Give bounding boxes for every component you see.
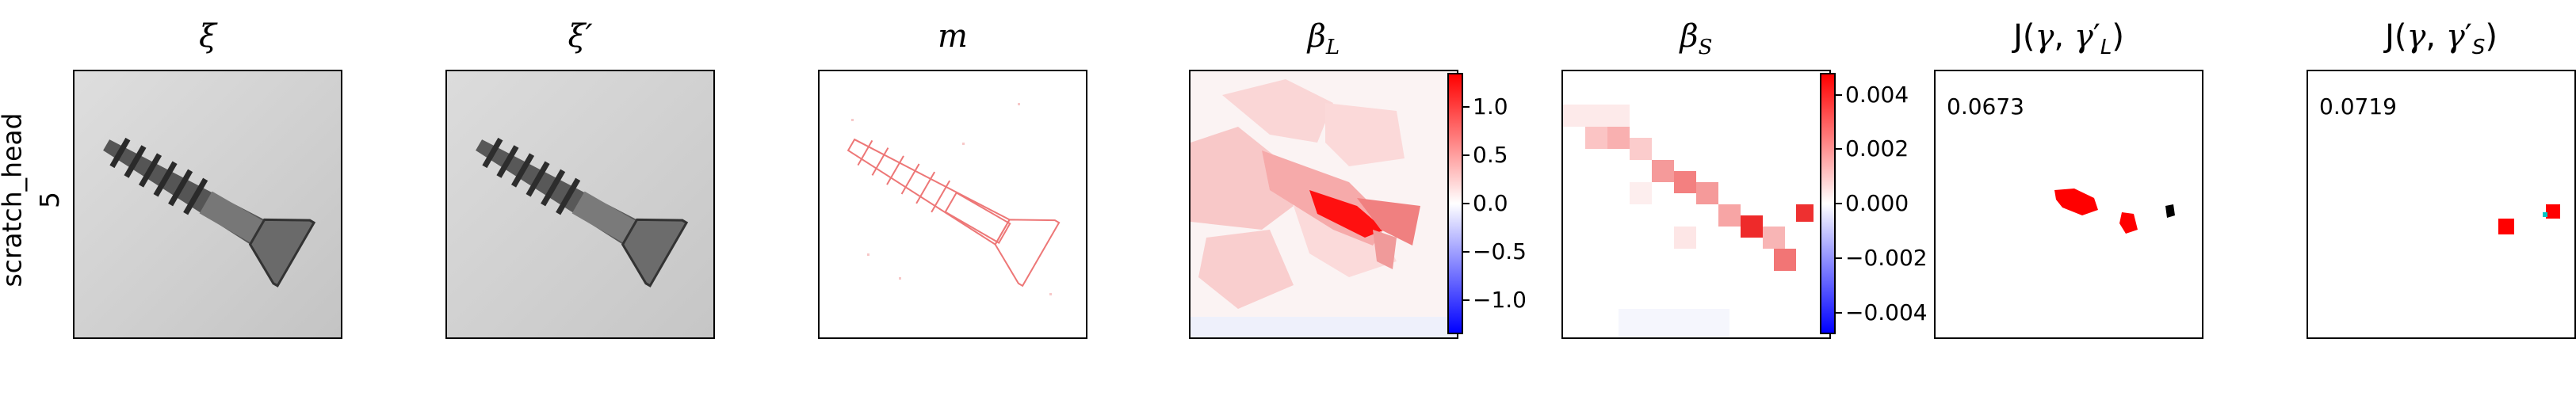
colorbar-tick-mark [1836,311,1842,314]
panel-xi-image [73,70,342,339]
row-label-category: scratch_head [0,112,28,287]
title-J-L: J(γ, γ′L) [2013,18,2124,59]
title-beta-S: βS [1680,18,1713,59]
row-label: scratch_head 5 [0,70,67,339]
colorbar-tick-label: 0.0 [1473,190,1508,216]
panel-beta-L [1189,70,1458,339]
colorbar-tick-mark [1463,203,1470,204]
colorbar-tick-mark [1463,299,1470,302]
title-m: m [938,18,968,55]
colorbar-tick-label: 0.000 [1845,190,1909,216]
colorbar-tick-mark [1463,251,1470,253]
screw-image-reconstructed [447,71,713,337]
title-xi: ξ [198,18,217,55]
score-J-L: 0.0673 [1947,93,2024,120]
colorbar-tick-label: 0.5 [1473,141,1508,168]
row-label-index: 5 [34,192,65,208]
panel-J-S: 0.0719 [2307,70,2576,339]
colorbar-tick-mark [1836,203,1842,204]
beta-L-heatmap [1191,71,1457,337]
title-J-S: J(γ, γ′S) [2385,18,2498,59]
panel-m-mask [818,70,1087,339]
colorbar-tick-mark [1463,105,1470,108]
J-S-overlap-map [2498,204,2560,234]
colorbar-tick-label: −0.5 [1473,238,1527,265]
J-L-overlap-map [2054,188,2175,234]
title-beta-L: βL [1307,18,1340,59]
panel-beta-S [1561,70,1831,339]
colorbar-tick-mark [1836,148,1842,150]
panel-J-L: 0.0673 [1934,70,2203,339]
colorbar-tick-label: −1.0 [1473,287,1527,314]
colorbar-tick-mark [1463,154,1470,156]
panel-xi-prime-image [445,70,715,339]
colorbar-beta-S [1820,73,1836,334]
colorbar-tick-label: −0.002 [1845,244,1928,271]
colorbar-tick-mark [1836,257,1842,259]
title-xi-prime: ξ′ [568,18,593,55]
score-J-S: 0.0719 [2319,93,2397,120]
colorbar-tick-label: 0.002 [1845,135,1909,162]
beta-S-heatmap [1563,71,1829,337]
colorbar-tick-label: 1.0 [1473,93,1508,120]
colorbar-beta-L [1447,73,1463,334]
mask-map [847,103,1061,295]
colorbar-tick-mark [1836,93,1842,96]
colorbar-tick-label: −0.004 [1845,299,1928,326]
screw-image [75,71,341,337]
colorbar-tick-label: 0.004 [1845,81,1909,108]
